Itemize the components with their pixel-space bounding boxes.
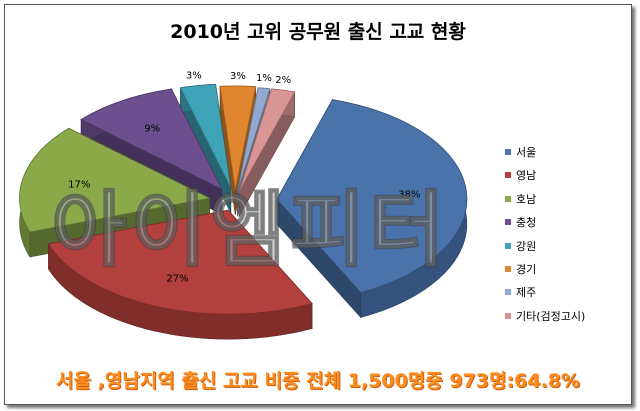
legend-item-기타(검정고시): 기타(검정고시) <box>505 308 585 326</box>
legend-label: 충청 <box>516 216 537 230</box>
legend-item-호남: 호남 <box>505 191 536 209</box>
slice-top <box>80 88 223 191</box>
legend-label: 제주 <box>516 286 537 300</box>
legend-swatch <box>505 219 511 226</box>
legend-label: 기타(검정고시) <box>516 309 586 323</box>
data-label-기타(검정고시): 2% <box>275 75 291 86</box>
pie-slice-영남 <box>47 209 313 340</box>
legend-swatch <box>505 242 511 249</box>
pie-chart: 38% 27% 17% 9% 3% 3% 1% 2% <box>19 71 468 340</box>
chart-title: 2010년 고위 공무원 출신 고교 현황 <box>170 21 466 43</box>
chart-frame: 2010년 고위 공무원 출신 고교 현황 38% 27% 17% 9% 3% 3% 1% 2… <box>4 4 632 405</box>
pie-slice-서울 <box>276 98 468 319</box>
slice-top <box>237 87 271 192</box>
slice-top <box>276 99 468 293</box>
legend-item-영남: 영남 <box>505 167 536 185</box>
slice-top <box>179 83 232 189</box>
data-label-강원: 3% <box>186 71 202 82</box>
legend-item-서울: 서울 <box>505 144 536 162</box>
data-label-충청: 9% <box>144 123 160 134</box>
data-label-제주: 1% <box>256 73 272 84</box>
legend-label: 강원 <box>516 239 537 253</box>
data-label-경기: 3% <box>230 71 246 82</box>
legend-swatch <box>505 172 511 179</box>
legend-label: 호남 <box>516 192 537 206</box>
slice-top <box>219 85 257 191</box>
legend-item-충청: 충청 <box>505 214 536 232</box>
legend-item-제주: 제주 <box>505 284 536 302</box>
legend-label: 서울 <box>516 146 537 159</box>
legend-swatch <box>505 289 511 296</box>
legend-item-경기: 경기 <box>505 261 536 279</box>
pie-slice-기타(검정고시) <box>238 88 296 218</box>
legend-swatch <box>505 266 511 272</box>
data-label-서울: 38% <box>398 189 420 200</box>
slice-top <box>19 127 211 233</box>
slice-top <box>238 88 296 192</box>
data-label-호남: 17% <box>68 179 90 190</box>
legend-item-강원: 강원 <box>505 238 536 256</box>
data-label-영남: 27% <box>166 273 188 284</box>
summary-caption: 서울 ,영남지역 출신 고교 비중 전체 1,500명중 973명:64.8% <box>56 370 580 392</box>
legend-swatch <box>505 312 511 319</box>
legend-swatch <box>505 195 511 202</box>
legend-swatch <box>505 149 511 155</box>
legend-label: 영남 <box>516 169 537 183</box>
legend-label: 경기 <box>516 263 537 276</box>
slice-top <box>47 209 313 315</box>
